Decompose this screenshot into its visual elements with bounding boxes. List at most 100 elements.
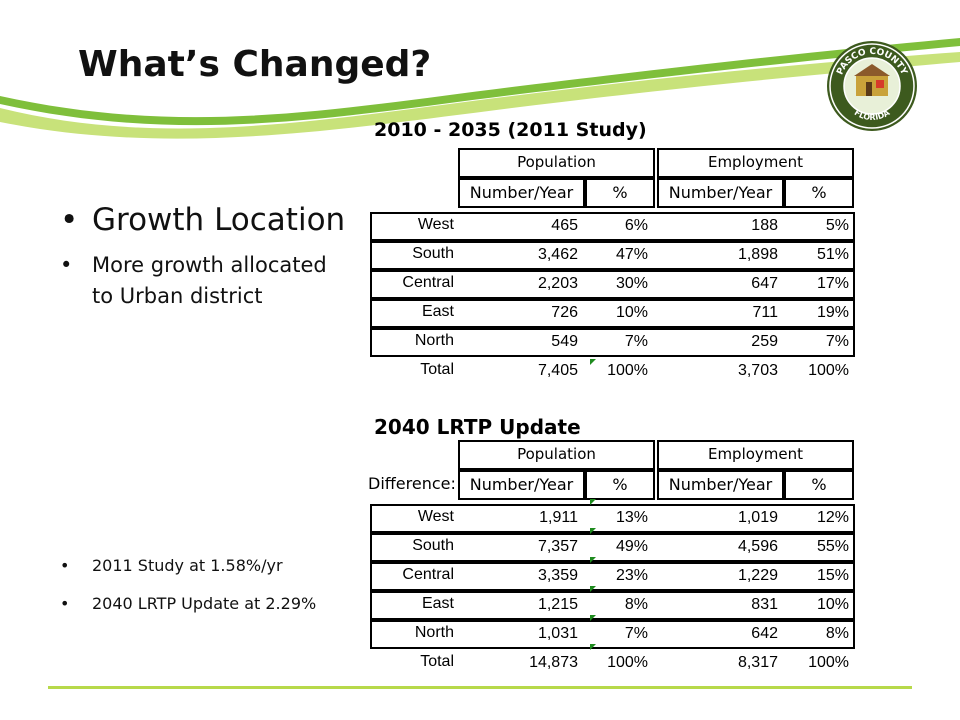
emp-percent: 8%	[825, 625, 849, 642]
pop-number: 3,359	[537, 567, 578, 584]
sub-header-percent: %	[612, 183, 628, 202]
row-label: East	[421, 303, 454, 320]
table-row-box	[370, 241, 855, 270]
pasco-county-seal-logo: PASCO COUNTY FLORIDA	[827, 41, 917, 131]
sub-header-box	[585, 470, 655, 500]
table-row-box	[370, 533, 855, 562]
pop-percent: 23%	[615, 567, 648, 584]
row-label: North	[414, 332, 454, 349]
pop-number: 1,215	[537, 596, 578, 613]
emp-number: 1,229	[737, 567, 778, 584]
total-emp-percent: 100%	[808, 362, 849, 379]
main-bullets: • Growth Location • More growth allocate…	[60, 200, 350, 311]
total-label: Total	[420, 653, 454, 670]
table-2011-title: 2010 - 2035 (2011 Study)	[374, 119, 647, 141]
total-emp: 3,703	[737, 362, 778, 379]
row-label: North	[414, 624, 454, 641]
pop-number: 3,462	[537, 246, 578, 263]
row-label: Central	[402, 274, 454, 291]
note-2040-update: • 2040 LRTP Update at 2.29%	[60, 591, 350, 617]
pop-percent: 47%	[615, 246, 648, 263]
group-header-employment: Employment	[707, 445, 804, 463]
comment-marker	[590, 499, 596, 505]
bullet-dot: •	[60, 253, 73, 278]
total-pop-percent: 100%	[607, 654, 648, 671]
bullet-dot: •	[60, 556, 70, 575]
pop-percent: 13%	[615, 509, 648, 526]
comment-marker	[590, 557, 596, 563]
emp-percent: 7%	[825, 333, 849, 350]
bullet-dot: •	[60, 593, 70, 613]
total-emp: 8,317	[737, 654, 778, 671]
bullet-dot: •	[60, 202, 79, 238]
comment-marker	[590, 528, 596, 534]
comment-marker	[590, 359, 596, 365]
bullet-growth-location: • Growth Location	[60, 200, 350, 240]
pop-percent: 7%	[624, 333, 648, 350]
emp-percent: 17%	[816, 275, 849, 292]
footer-divider	[48, 686, 912, 689]
table-row-box	[370, 328, 855, 357]
note-text: 2011 Study at 1.58%/yr	[92, 556, 283, 575]
emp-percent: 12%	[816, 509, 849, 526]
comment-marker	[590, 644, 596, 650]
emp-number: 1,019	[737, 509, 778, 526]
header-swoosh	[0, 38, 960, 139]
svg-text:FLORIDA: FLORIDA	[853, 108, 892, 122]
comment-marker	[590, 586, 596, 592]
sub-header-box	[784, 470, 854, 500]
emp-percent: 51%	[816, 246, 849, 263]
emp-percent: 19%	[816, 304, 849, 321]
group-header-population: Population	[517, 153, 596, 171]
emp-percent: 15%	[816, 567, 849, 584]
row-label: West	[417, 216, 454, 233]
sub-header-number-year: Number/Year	[668, 183, 773, 202]
row-label: Central	[402, 566, 454, 583]
pop-number: 726	[551, 304, 578, 321]
pop-percent: 30%	[615, 275, 648, 292]
group-header-box	[657, 148, 854, 178]
sub-header-box	[784, 178, 854, 208]
row-label: South	[412, 245, 454, 262]
pop-percent: 7%	[624, 625, 648, 642]
table-row-box	[370, 299, 855, 328]
sub-header-box	[657, 178, 784, 208]
sub-header-percent: %	[612, 475, 628, 494]
group-header-box	[458, 440, 655, 470]
bullet-text: Growth Location	[92, 202, 346, 238]
emp-percent: 10%	[816, 596, 849, 613]
row-label: East	[421, 595, 454, 612]
emp-number: 647	[751, 275, 778, 292]
table-row-box	[370, 620, 855, 649]
difference-label: Difference:	[368, 474, 456, 493]
row-label: West	[417, 508, 454, 525]
emp-number: 188	[751, 217, 778, 234]
total-emp-percent: 100%	[808, 654, 849, 671]
total-label: Total	[420, 361, 454, 378]
sub-header-box	[657, 470, 784, 500]
table-row-box	[370, 562, 855, 591]
table-row-box	[370, 591, 855, 620]
table-row-box	[370, 270, 855, 299]
emp-number: 4,596	[737, 538, 778, 555]
sub-header-box	[458, 470, 585, 500]
pop-percent: 49%	[615, 538, 648, 555]
pop-number: 465	[551, 217, 578, 234]
emp-number: 831	[751, 596, 778, 613]
group-header-box	[458, 148, 655, 178]
group-header-box	[657, 440, 854, 470]
row-label: South	[412, 537, 454, 554]
group-header-employment: Employment	[707, 153, 804, 171]
rate-notes: • 2011 Study at 1.58%/yr • 2040 LRTP Upd…	[60, 553, 350, 628]
emp-percent: 5%	[825, 217, 849, 234]
sub-header-box	[585, 178, 655, 208]
sub-header-percent: %	[811, 475, 827, 494]
note-text: 2040 LRTP Update at 2.29%	[92, 593, 317, 613]
emp-number: 1,898	[737, 246, 778, 263]
total-pop: 14,873	[529, 654, 578, 671]
comment-marker	[590, 615, 596, 621]
note-2011-study: • 2011 Study at 1.58%/yr	[60, 553, 350, 579]
sub-header-box	[458, 178, 585, 208]
pop-number: 1,031	[537, 625, 578, 642]
emp-number: 642	[751, 625, 778, 642]
